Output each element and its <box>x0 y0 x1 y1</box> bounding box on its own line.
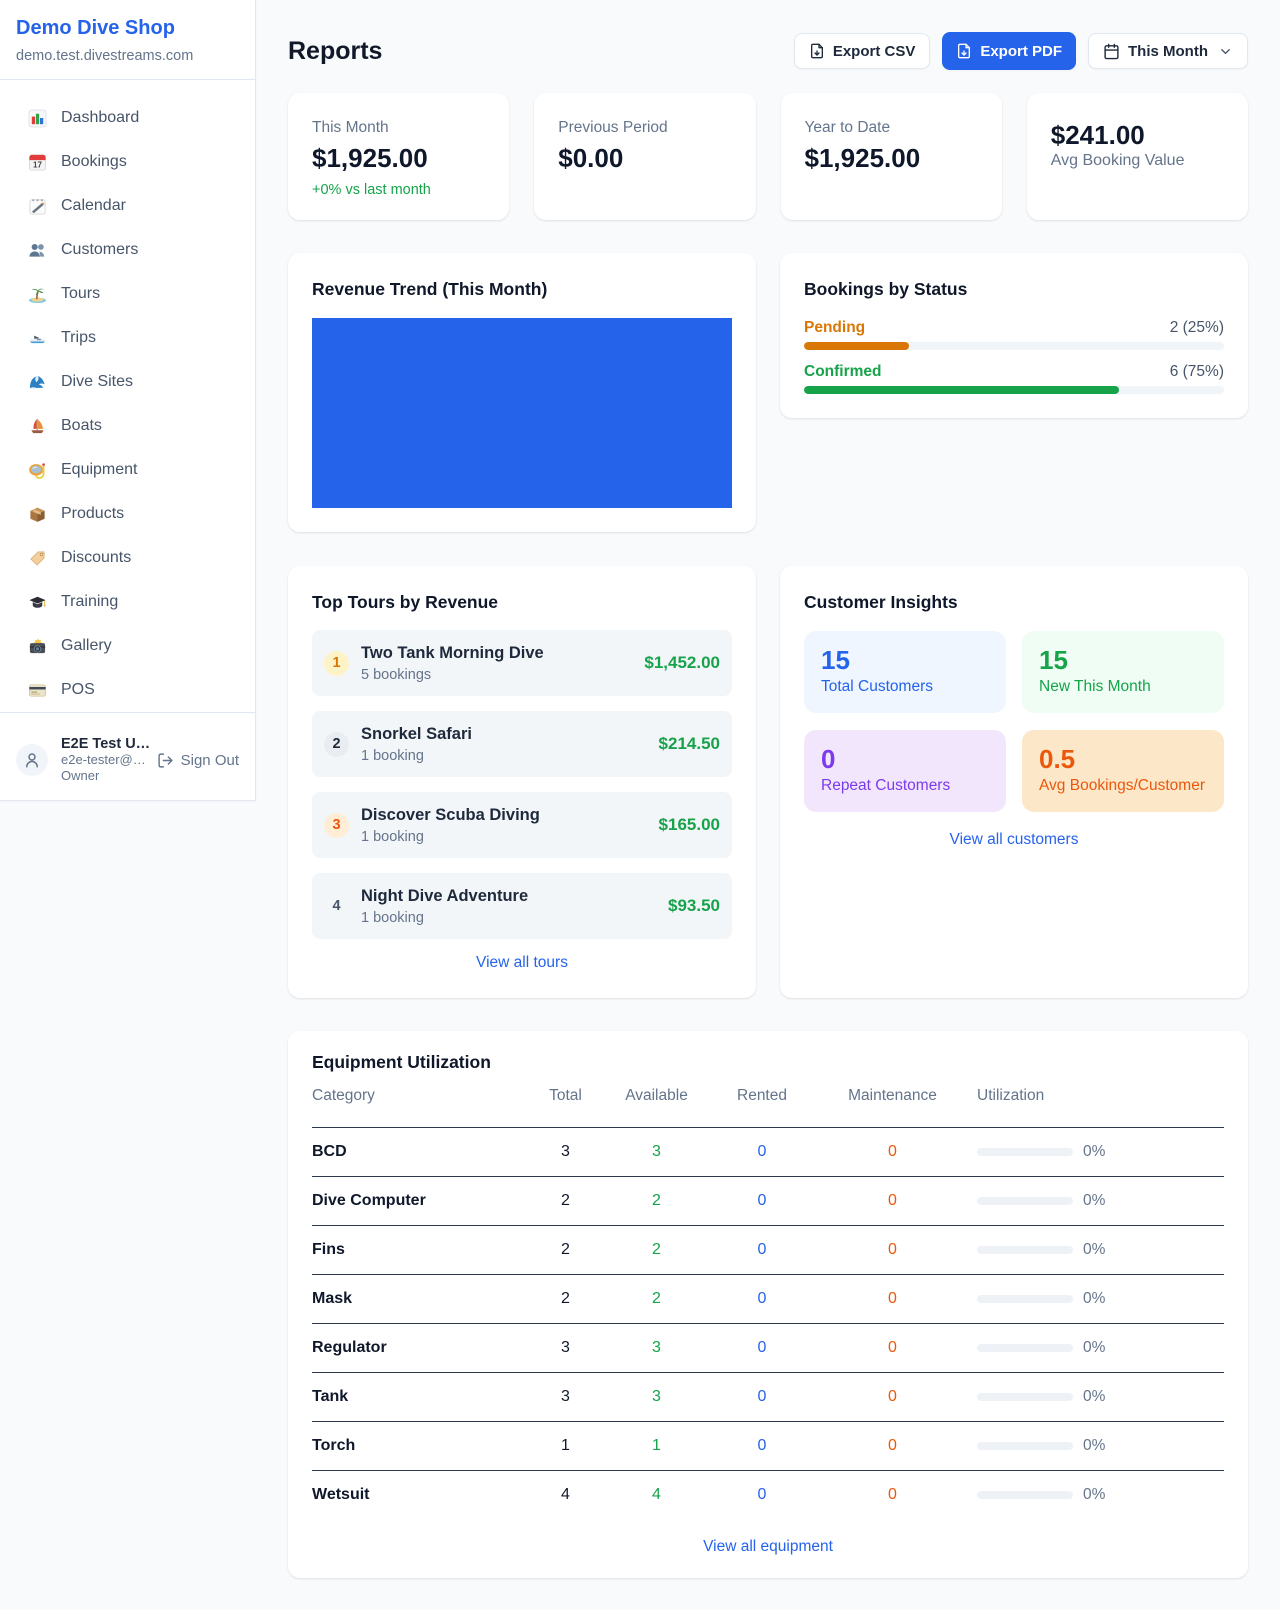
svg-text:17: 17 <box>33 160 42 169</box>
